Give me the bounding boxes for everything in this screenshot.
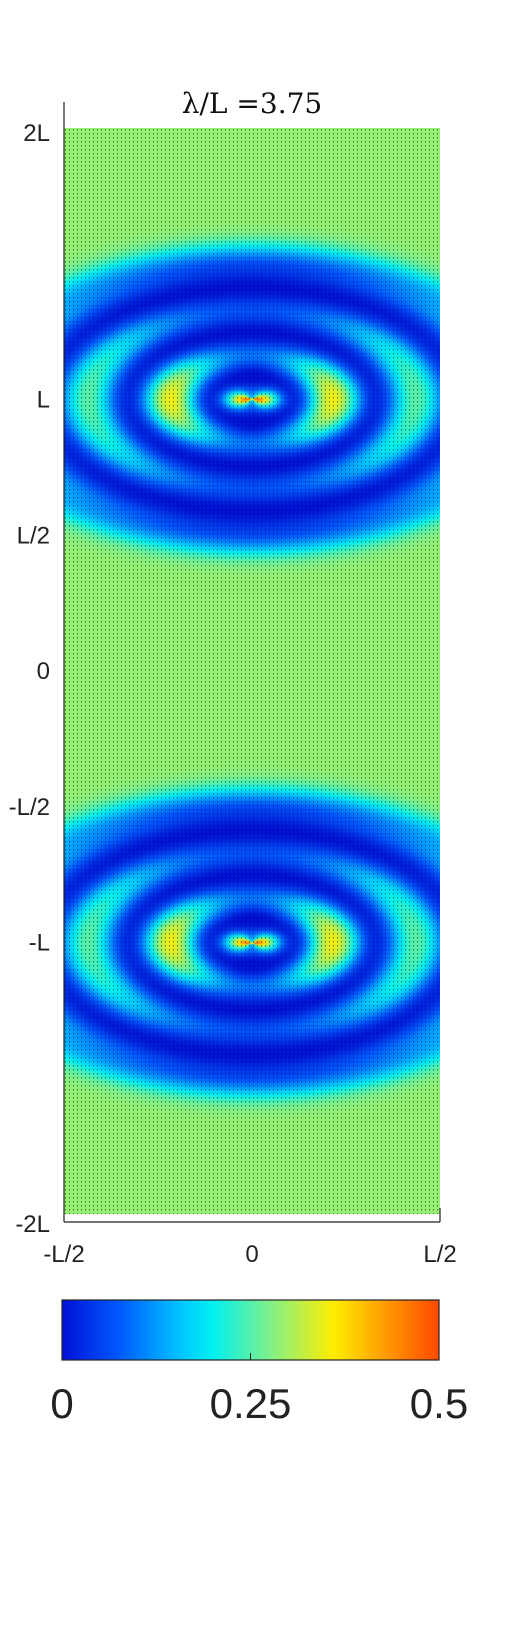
x-axis-ticks: -L/2 0 L/2 — [43, 1241, 456, 1268]
plot-area — [64, 128, 440, 1214]
colorbar-tick-label: 0.5 — [410, 1380, 468, 1427]
y-axis-ticks: 2L L L/2 0 -L/2 -L -2L — [9, 120, 50, 1238]
colorbar-tick-label: 0 — [50, 1380, 73, 1427]
colorbar-bar — [61, 1299, 440, 1361]
colorbar-ticks: 0 0.25 0.5 — [50, 1353, 468, 1427]
y-tick-label: 2L — [23, 120, 50, 147]
y-tick-label: L/2 — [17, 522, 50, 549]
x-tick-label: L/2 — [423, 1241, 456, 1268]
x-tick-label: -L/2 — [43, 1241, 84, 1268]
colorbar: 0 0.25 0.5 — [50, 1299, 468, 1427]
y-tick-label: -2L — [15, 1211, 50, 1238]
chart-title: λ/L =3.75 — [182, 87, 322, 120]
axes-frame — [63, 102, 441, 1223]
x-tick-label: 0 — [245, 1241, 258, 1268]
y-tick-label: 0 — [37, 658, 50, 685]
y-tick-label: -L — [29, 930, 50, 957]
y-tick-label: L — [37, 387, 50, 414]
colorbar-tick-label: 0.25 — [210, 1380, 292, 1427]
y-tick-label: -L/2 — [9, 794, 50, 821]
vector-field-overlay — [64, 128, 440, 1214]
